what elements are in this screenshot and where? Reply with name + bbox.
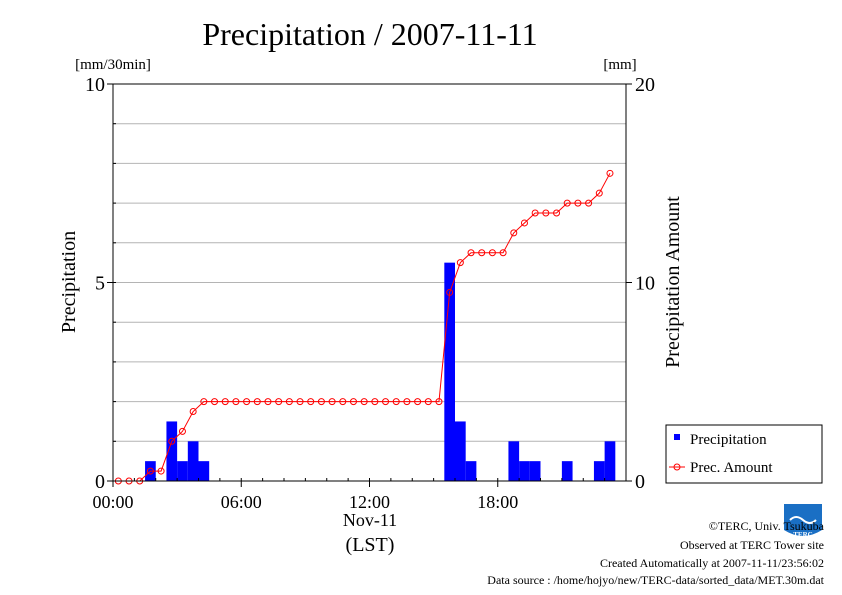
amount-point bbox=[221, 398, 229, 406]
amount-point bbox=[360, 398, 368, 406]
amount-point bbox=[520, 219, 528, 227]
left-axis-unit: [mm/30min] bbox=[75, 57, 151, 73]
copyright-text: ©TERC, Univ. Tsukuba bbox=[708, 519, 824, 533]
x-tick-label: 00:00 bbox=[92, 492, 133, 512]
amount-point bbox=[446, 288, 454, 296]
amount-line bbox=[114, 169, 614, 485]
precipitation-bar bbox=[508, 441, 520, 481]
amount-point bbox=[178, 427, 186, 435]
legend-amount-label: Prec. Amount bbox=[690, 460, 773, 476]
amount-point bbox=[146, 467, 154, 475]
amount-point bbox=[606, 169, 614, 177]
x-tick-label: 12:00 bbox=[349, 492, 390, 512]
amount-point bbox=[339, 398, 347, 406]
chart-title: Precipitation / 2007-11-11 bbox=[202, 16, 537, 52]
amount-point bbox=[595, 189, 603, 197]
precipitation-bar bbox=[519, 461, 530, 481]
precipitation-bar bbox=[529, 461, 541, 481]
amount-point bbox=[542, 209, 550, 217]
legend-precipitation-marker bbox=[674, 434, 680, 440]
amount-point bbox=[585, 199, 593, 207]
amount-point bbox=[328, 398, 336, 406]
precipitation-bar bbox=[465, 461, 477, 481]
x-tick-label: 06:00 bbox=[221, 492, 262, 512]
logo-wave-icon bbox=[789, 516, 817, 524]
left-tick-label: 5 bbox=[95, 273, 105, 295]
right-tick-label: 10 bbox=[635, 273, 655, 295]
amount-point bbox=[435, 398, 443, 406]
amount-point bbox=[403, 398, 411, 406]
amount-point bbox=[307, 398, 315, 406]
amount-point bbox=[168, 437, 176, 445]
left-axis-label: Precipitation bbox=[58, 231, 80, 333]
amount-point bbox=[371, 398, 379, 406]
right-tick-label: 20 bbox=[635, 74, 655, 96]
right-axis-label: Precipitation Amount bbox=[662, 196, 684, 368]
legend-box bbox=[665, 424, 823, 484]
right-axis-ticks: 0 10 20 bbox=[626, 74, 655, 493]
amount-point bbox=[382, 398, 390, 406]
precipitation-bar bbox=[455, 421, 466, 481]
precipitation-bar bbox=[593, 461, 605, 481]
legend-amount-marker bbox=[673, 463, 681, 471]
precipitation-bar bbox=[604, 441, 616, 481]
amount-point bbox=[510, 229, 518, 237]
amount-point bbox=[157, 467, 165, 475]
amount-point bbox=[232, 398, 240, 406]
source-text: Data source : /home/hojyo/new/TERC-data/… bbox=[487, 573, 824, 587]
amount-point bbox=[478, 249, 486, 257]
x-timezone-label: (LST) bbox=[346, 534, 395, 556]
grid-lines bbox=[113, 123, 626, 442]
x-tick-label: 18:00 bbox=[477, 492, 518, 512]
amount-point bbox=[264, 398, 272, 406]
amount-point bbox=[467, 249, 475, 257]
precipitation-bar bbox=[444, 262, 455, 481]
amount-point bbox=[488, 249, 496, 257]
amount-point bbox=[296, 398, 304, 406]
amount-point bbox=[253, 398, 261, 406]
precipitation-bars bbox=[145, 262, 616, 481]
amount-point bbox=[200, 398, 208, 406]
created-text: Created Automatically at 2007-11-11/23:5… bbox=[599, 556, 824, 570]
x-axis-ticks: 00:00 06:00 12:00 18:00 bbox=[92, 478, 627, 512]
amount-point bbox=[189, 408, 197, 416]
logo-text: TERC bbox=[793, 531, 812, 539]
right-tick-label: 0 bbox=[635, 471, 645, 493]
left-tick-label: 10 bbox=[85, 74, 105, 96]
amount-point bbox=[563, 199, 571, 207]
amount-point bbox=[392, 398, 400, 406]
amount-point bbox=[456, 259, 464, 267]
precipitation-bar bbox=[177, 461, 188, 481]
amount-point bbox=[349, 398, 357, 406]
observed-text: Observed at TERC Tower site bbox=[679, 538, 824, 552]
precipitation-bar bbox=[187, 441, 199, 481]
amount-point bbox=[531, 209, 539, 217]
precipitation-bar bbox=[198, 461, 210, 481]
amount-point bbox=[499, 249, 507, 257]
amount-point bbox=[574, 199, 582, 207]
amount-point bbox=[317, 398, 325, 406]
amount-point bbox=[285, 398, 293, 406]
left-tick-label: 0 bbox=[95, 471, 105, 493]
right-axis-unit: [mm] bbox=[603, 57, 636, 73]
amount-point bbox=[414, 398, 422, 406]
amount-polyline bbox=[118, 173, 611, 482]
left-axis-ticks: 0 5 10 bbox=[85, 74, 116, 493]
amount-point bbox=[424, 398, 432, 406]
legend-precipitation-label: Precipitation bbox=[690, 432, 767, 448]
precipitation-bar bbox=[561, 461, 573, 481]
amount-point bbox=[211, 398, 219, 406]
precipitation-bar bbox=[166, 421, 178, 481]
amount-point bbox=[243, 398, 251, 406]
x-date-label: Nov-11 bbox=[343, 510, 397, 530]
legend: Precipitation Prec. Amount bbox=[665, 424, 823, 484]
terc-logo: TERC bbox=[784, 504, 822, 539]
amount-point bbox=[553, 209, 561, 217]
amount-point bbox=[275, 398, 283, 406]
